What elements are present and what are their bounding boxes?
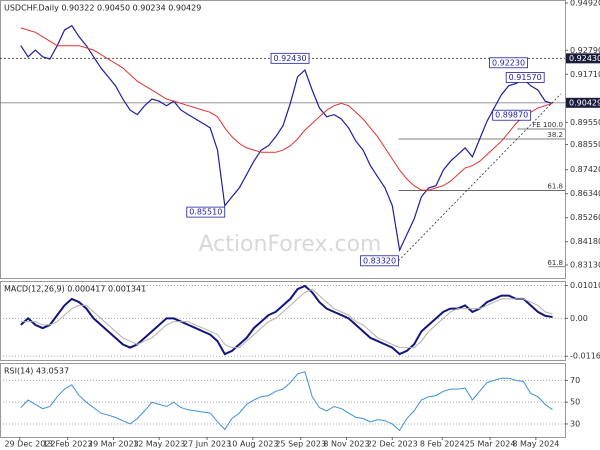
x-tick-label: 12 May 2023 — [133, 440, 185, 449]
annotation-label: 0.92230 — [492, 58, 525, 67]
panel-title: MACD(12,26,9) 0.000417 0.001341 — [4, 285, 146, 294]
annotation-box — [489, 57, 528, 69]
annotation-box — [505, 72, 545, 83]
y-tick-label: 0.85260 — [570, 213, 600, 222]
y-tick-label: 0.91710 — [570, 70, 600, 79]
x-tick-label: 8 May 2024 — [512, 440, 559, 449]
annotation-box — [492, 109, 532, 121]
x-tick-label: 27 Jun 2023 — [183, 440, 231, 449]
annotation-box — [360, 255, 399, 267]
y-tick-label: 30 — [570, 419, 580, 428]
panel-frame — [0, 363, 566, 438]
marker-badge — [566, 53, 600, 64]
fib-label: FE 100.0 — [532, 121, 563, 129]
watermark: ActionForex.com — [199, 232, 382, 257]
x-tick-label: 29 Mar 2023 — [88, 440, 139, 449]
annotation-box — [186, 206, 226, 218]
y-tick-label: 0.83130 — [570, 261, 600, 270]
annotation-label: 0.89870 — [495, 111, 528, 120]
y-tick-label: 0.94920 — [570, 0, 600, 8]
x-tick-label: 29 Dec 2022 — [4, 440, 55, 449]
series-line — [20, 371, 553, 432]
marker-label: 0.90429 — [569, 98, 600, 107]
x-tick-label: 10 Aug 2023 — [227, 440, 278, 449]
x-tick-label: 8 Nov 2023 — [323, 440, 369, 449]
y-tick-label: 0.010101 — [570, 281, 600, 290]
y-tick-label: 0.88550 — [570, 140, 600, 149]
y-tick-label: 0.89550 — [570, 118, 600, 127]
y-tick-label: 0.86340 — [570, 189, 600, 198]
x-tick-label: 8 Feb 2024 — [420, 440, 465, 449]
panel-frame — [0, 0, 566, 279]
y-tick-label: 70 — [570, 376, 580, 385]
x-tick-label: 13 Feb 2023 — [43, 440, 93, 449]
y-tick-label: 0.92790 — [570, 46, 600, 55]
panel-frame — [0, 281, 566, 361]
y-tick-label: 50 — [570, 398, 580, 407]
marker-label: 0.92430 — [569, 54, 600, 63]
panel-title: RSI(14) 43.0537 — [4, 367, 69, 376]
y-tick-label: 0.84180 — [570, 237, 600, 246]
x-tick-label: 22 Dec 2023 — [367, 440, 418, 449]
fib-label: 61.8 — [547, 183, 563, 191]
series-line — [20, 288, 553, 349]
fib-label: 61.8 — [547, 259, 563, 267]
x-tick-label: 25 Sep 2023 — [275, 440, 326, 449]
panel-title: USDCHF.Daily 0.90322 0.90450 0.90234 0.9… — [4, 4, 201, 13]
series-line — [20, 284, 553, 356]
annotation-box — [270, 52, 310, 64]
y-tick-label: 0.00 — [570, 314, 588, 323]
annotation-label: 0.83320 — [363, 256, 396, 265]
series-line — [20, 27, 553, 191]
y-tick-label: -0.011645 — [570, 352, 600, 361]
x-tick-label: 25 Mar 2024 — [465, 440, 516, 449]
annotation-label: 0.85510 — [189, 208, 222, 217]
trendline — [398, 93, 562, 262]
marker-badge — [566, 97, 600, 108]
annotation-label: 0.92430 — [273, 54, 306, 63]
y-tick-label: 0.87420 — [570, 165, 600, 174]
annotation-label: 0.91570 — [509, 73, 542, 82]
series-line — [20, 24, 553, 253]
fib-label: 38.2 — [547, 131, 563, 139]
